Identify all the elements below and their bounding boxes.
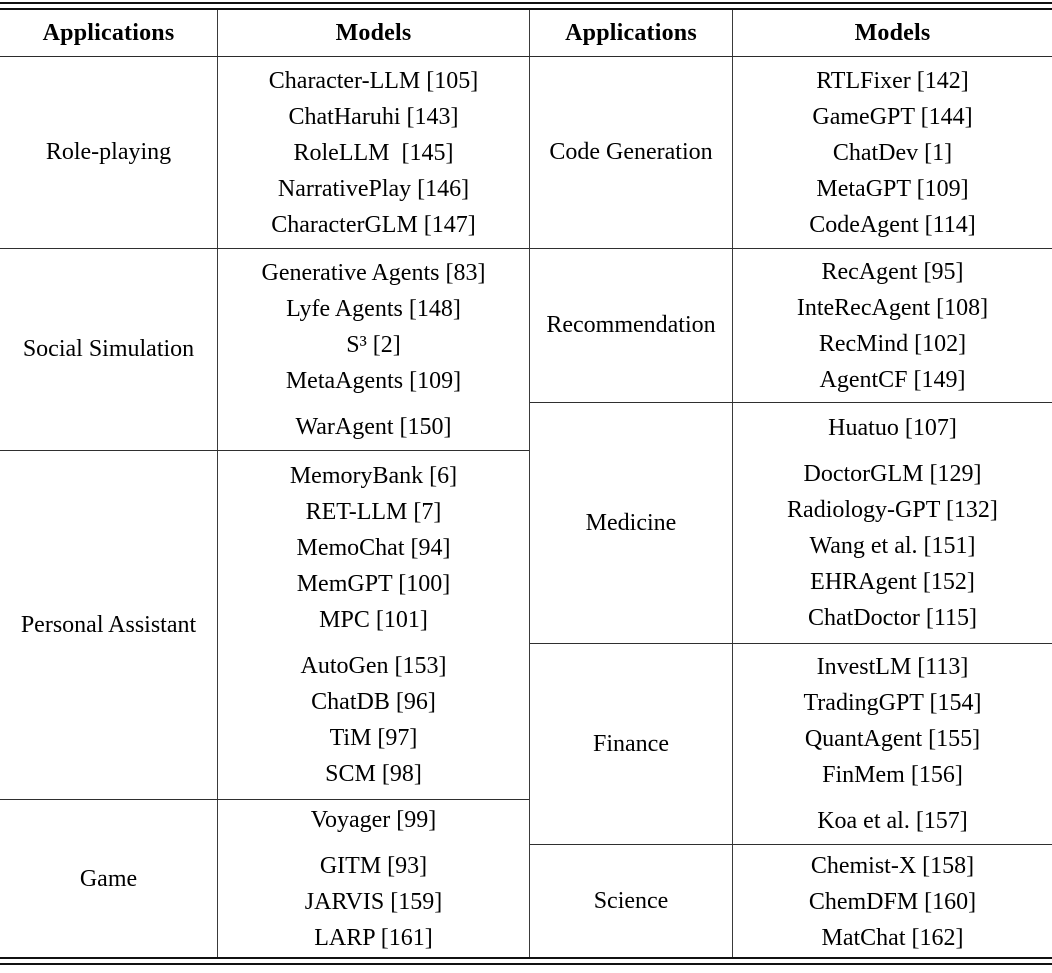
section-row-recommendation: Recommendation RecAgent [95] InteRecAgent …: [530, 248, 1052, 402]
model-entry: Character-LLM [105]: [268, 67, 479, 94]
model-entry: Radiology-GPT [132]: [787, 497, 998, 523]
bottom-rule-inner: [0, 957, 1052, 959]
model-entry: LARP [161]: [314, 925, 433, 951]
model-entry: InvestLM [113]: [816, 654, 969, 680]
model-entry: ChatDev [1]: [832, 139, 953, 166]
model-entry: Huatuo [107]: [828, 415, 957, 441]
header-cell-applications-left: Applications: [0, 10, 218, 56]
model-entry: MemGPT [100]: [296, 571, 451, 597]
model-entry: TiM [97]: [329, 725, 418, 751]
model-entry: RTLFixer [142]: [816, 67, 969, 94]
models-list: Voyager [99] GITM [93] JARVIS [159] LARP [1…: [218, 800, 529, 958]
top-rule-outer: [0, 2, 1052, 4]
models-list: Huatuo [107] DoctorGLM [129] Radiology-GPT…: [733, 403, 1052, 643]
section-row-code-generation: Code Generation RTLFixer [142] GameGPT [14…: [530, 57, 1052, 248]
model-entry: Chemist-X [158]: [810, 852, 975, 879]
application-label: Medicine: [530, 403, 733, 643]
model-entry: Generative Agents [83]: [261, 259, 486, 286]
models-list: RecAgent [95] InteRecAgent [108] RecMind […: [733, 249, 1052, 402]
models-list: Chemist-X [158] ChemDFM [160] MatChat [162…: [733, 845, 1052, 958]
application-label: Social Simulation: [0, 249, 218, 450]
section-row-social-simulation: Social Simulation Generative Agents [83] L…: [0, 248, 529, 450]
model-entry: ChemDFM [160]: [808, 888, 977, 915]
model-entry: GameGPT [144]: [812, 103, 973, 130]
model-entry: MetaGPT [109]: [816, 175, 969, 202]
table-right-half: Code Generation RTLFixer [142] GameGPT [14…: [530, 57, 1052, 958]
model-entry: RoleLLM [145]: [293, 139, 454, 166]
application-label: Recommendation: [530, 249, 733, 402]
model-entry: QuantAgent [155]: [804, 726, 981, 752]
model-entry: ChatDB [96]: [311, 689, 436, 715]
model-entry: RecAgent [95]: [821, 258, 964, 285]
table-header-row: Applications Models Applications Models: [0, 10, 1052, 57]
model-entry: AutoGen [153]: [300, 653, 447, 679]
application-label: Game: [0, 800, 218, 958]
model-entry: Wang et al. [151]: [809, 533, 976, 559]
section-row-role-playing: Role-playing Character-LLM [105] ChatHaruh…: [0, 57, 529, 248]
model-entry: MetaAgents [109]: [285, 367, 462, 394]
section-row-personal-assistant: Personal Assistant MemoryBank [6] RET-LLM …: [0, 450, 529, 799]
model-entry: TradingGPT [154]: [803, 690, 982, 716]
model-entry: CodeAgent [114]: [809, 211, 976, 238]
header-cell-applications-right: Applications: [530, 10, 733, 56]
model-entry: WarAgent [150]: [295, 413, 452, 440]
application-label: Science: [530, 845, 733, 958]
model-entry: ChatDoctor [115]: [807, 605, 978, 631]
application-label: Personal Assistant: [0, 451, 218, 799]
section-row-game: Game Voyager [99] GITM [93] JARVIS [159] LAR…: [0, 799, 529, 958]
model-entry: MPC [101]: [319, 607, 428, 633]
bottom-rule-outer: [0, 963, 1052, 965]
model-entry: EHRAgent [152]: [810, 569, 975, 595]
model-entry: FinMem [156]: [822, 762, 963, 788]
application-label: Role-playing: [0, 57, 218, 248]
model-entry: Voyager [99]: [310, 807, 437, 833]
model-entry: RecMind [102]: [818, 330, 967, 357]
model-entry: CharacterGLM [147]: [271, 211, 476, 238]
section-row-finance: Finance InvestLM [113] TradingGPT [154] Qua…: [530, 643, 1052, 844]
model-entry: S³ [2]: [346, 331, 401, 358]
model-entry: MatChat [162]: [821, 924, 964, 951]
model-entry: NarrativePlay [146]: [277, 175, 470, 202]
model-entry: AgentCF [149]: [819, 366, 966, 393]
top-rule-inner: [0, 8, 1052, 10]
model-entry: MemoryBank [6]: [289, 463, 458, 489]
model-entry: SCM [98]: [325, 761, 422, 787]
model-entry: InteRecAgent [108]: [796, 294, 989, 321]
models-list: RTLFixer [142] GameGPT [144] ChatDev [1] Me…: [733, 57, 1052, 248]
model-entry: GITM [93]: [319, 853, 428, 879]
section-row-science: Science Chemist-X [158] ChemDFM [160] MatCh…: [530, 844, 1052, 958]
table-body: Role-playing Character-LLM [105] ChatHaruh…: [0, 57, 1052, 958]
model-entry: Koa et al. [157]: [817, 808, 968, 834]
model-entry: RET-LLM [7]: [305, 499, 442, 525]
models-list: InvestLM [113] TradingGPT [154] QuantAgent…: [733, 644, 1052, 844]
model-entry: JARVIS [159]: [304, 889, 443, 915]
model-entry: ChatHaruhi [143]: [288, 103, 459, 130]
models-list: MemoryBank [6] RET-LLM [7] MemoChat [94] Me…: [218, 451, 529, 799]
model-entry: DoctorGLM [129]: [803, 461, 982, 487]
header-cell-models-right: Models: [854, 19, 931, 46]
application-label: Finance: [530, 644, 733, 844]
models-list: Character-LLM [105] ChatHaruhi [143] RoleL…: [218, 57, 529, 248]
model-entry: MemoChat [94]: [296, 535, 451, 561]
models-list: Generative Agents [83] Lyfe Agents [148] S…: [218, 249, 529, 450]
model-entry: Lyfe Agents [148]: [286, 295, 461, 322]
header-cell-models-left: Models: [218, 10, 530, 56]
table-left-half: Role-playing Character-LLM [105] ChatHaruh…: [0, 57, 530, 958]
application-label: Code Generation: [530, 57, 733, 248]
section-row-medicine: Medicine Huatuo [107] DoctorGLM [129] Radio…: [530, 402, 1052, 643]
